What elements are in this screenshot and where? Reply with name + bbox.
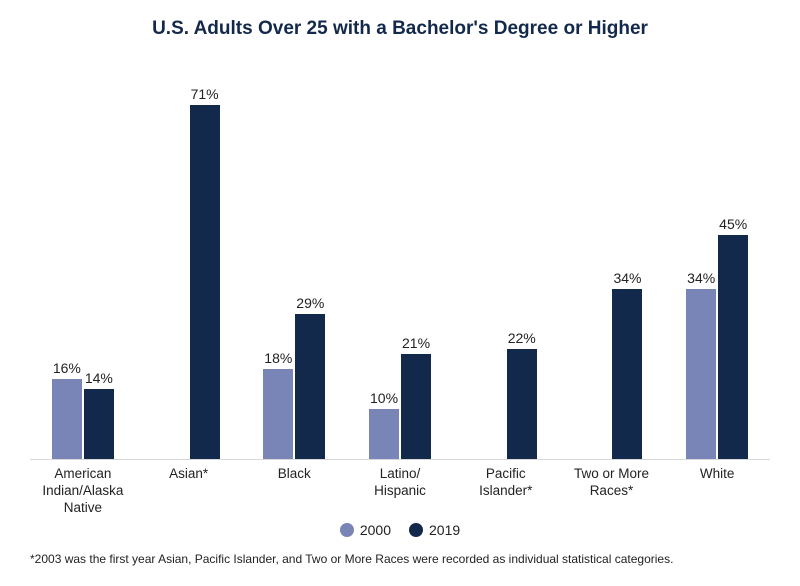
x-axis-label: Asian*	[136, 466, 242, 516]
legend-item: 2000	[340, 522, 391, 538]
legend-label: 2019	[429, 522, 460, 538]
bar-value-label: 22%	[508, 330, 536, 346]
legend-swatch	[340, 523, 354, 537]
chart-container: U.S. Adults Over 25 with a Bachelor's De…	[0, 0, 800, 586]
bar	[190, 105, 220, 459]
category-group: 34% 45%	[664, 60, 770, 459]
x-axis-label: AmericanIndian/AlaskaNative	[30, 466, 136, 516]
category-group: 10% 21%	[347, 60, 453, 459]
bar	[295, 314, 325, 459]
category-group: 71%	[136, 60, 242, 459]
bar	[401, 354, 431, 459]
bar-wrap: 29%	[295, 60, 325, 459]
legend-item: 2019	[409, 522, 460, 538]
chart-title: U.S. Adults Over 25 with a Bachelor's De…	[30, 18, 770, 40]
bar-wrap: 18%	[263, 60, 293, 459]
bar-value-label: 34%	[613, 270, 641, 286]
bar-wrap	[158, 60, 188, 459]
bar-wrap: 71%	[190, 60, 220, 459]
bar-value-label: 29%	[296, 295, 324, 311]
bar-wrap: 16%	[52, 60, 82, 459]
legend-swatch	[409, 523, 423, 537]
bar-wrap: 10%	[369, 60, 399, 459]
bar-value-label: 14%	[85, 370, 113, 386]
bar-value-label: 71%	[191, 86, 219, 102]
bar-wrap	[475, 60, 505, 459]
x-axis-labels: AmericanIndian/AlaskaNativeAsian*BlackLa…	[30, 466, 770, 516]
bar-value-label: 34%	[687, 270, 715, 286]
x-axis-label: Black	[241, 466, 347, 516]
bar-wrap: 21%	[401, 60, 431, 459]
plot-area: 16%14% 71% 18% 29% 10% 21% 22% 34% 34% 45%	[30, 60, 770, 460]
legend-label: 2000	[360, 522, 391, 538]
bar-wrap: 34%	[686, 60, 716, 459]
category-group: 18% 29%	[241, 60, 347, 459]
category-group: 34%	[559, 60, 665, 459]
bar-wrap: 45%	[718, 60, 748, 459]
bar	[612, 289, 642, 459]
bar-value-label: 45%	[719, 216, 747, 232]
bar-value-label: 18%	[264, 350, 292, 366]
bar-wrap	[580, 60, 610, 459]
bar	[718, 235, 748, 459]
bar	[369, 409, 399, 459]
legend: 2000 2019	[30, 522, 770, 538]
x-axis-label: White	[664, 466, 770, 516]
bar-wrap: 34%	[612, 60, 642, 459]
bar	[263, 369, 293, 459]
category-group: 16%14%	[30, 60, 136, 459]
bar	[84, 389, 114, 459]
bar-value-label: 21%	[402, 335, 430, 351]
bar-value-label: 10%	[370, 390, 398, 406]
x-axis-label: Two or MoreRaces*	[559, 466, 665, 516]
bar-value-label: 16%	[53, 360, 81, 376]
bar-wrap: 14%	[84, 60, 114, 459]
bar	[686, 289, 716, 459]
bar	[507, 349, 537, 459]
bar-wrap: 22%	[507, 60, 537, 459]
footnote: *2003 was the first year Asian, Pacific …	[30, 552, 770, 566]
bar	[52, 379, 82, 459]
x-axis-label: Latino/Hispanic	[347, 466, 453, 516]
category-group: 22%	[453, 60, 559, 459]
x-axis-label: PacificIslander*	[453, 466, 559, 516]
